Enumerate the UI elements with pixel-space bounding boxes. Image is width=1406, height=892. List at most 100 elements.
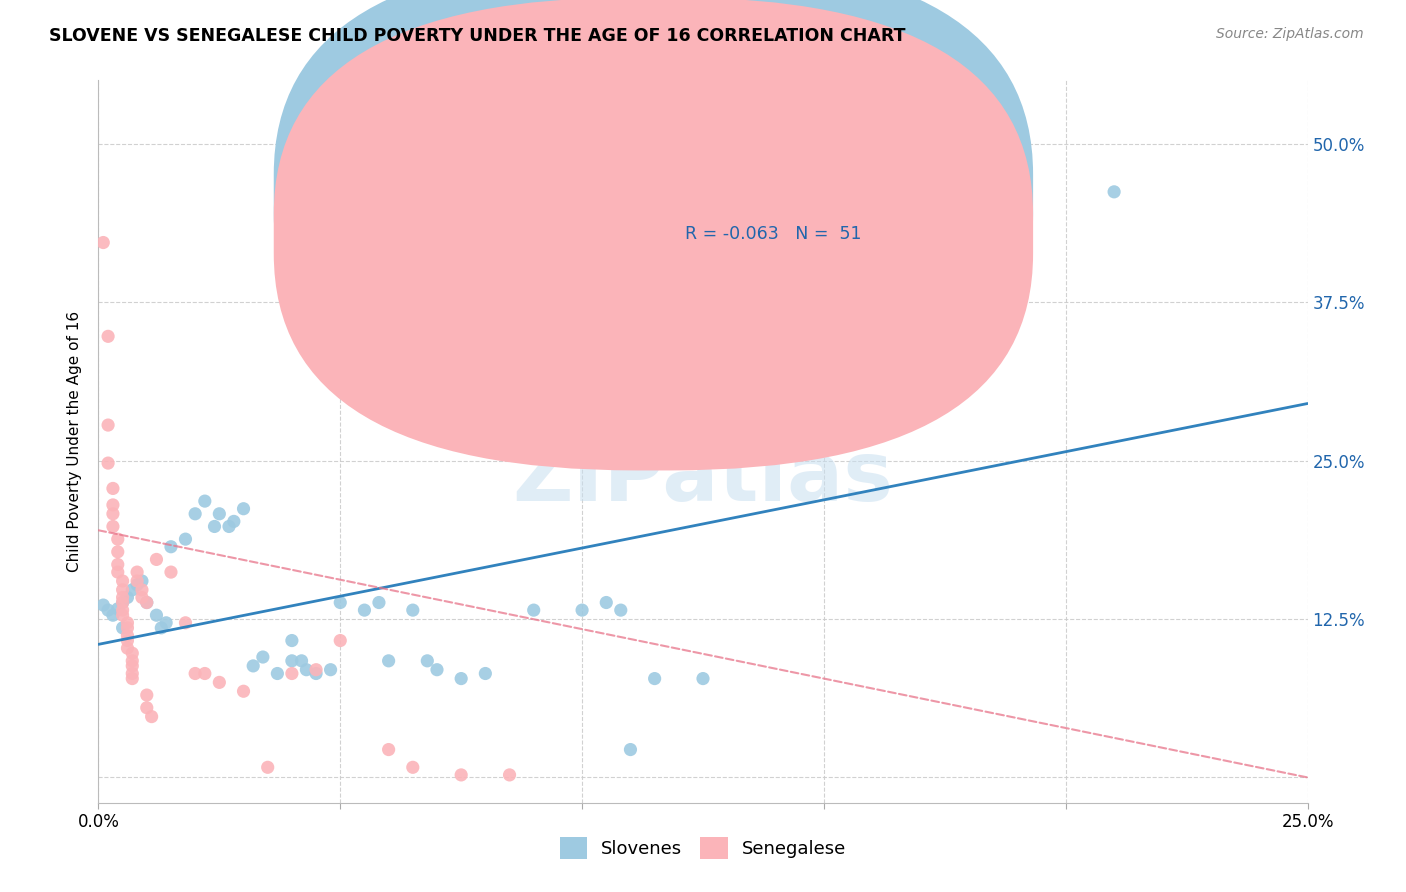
- Point: [305, 666, 328, 681]
- Point: [101, 519, 124, 533]
- Point: [97, 603, 120, 617]
- Point: [135, 595, 157, 609]
- Point: [295, 663, 318, 677]
- Point: [127, 565, 149, 579]
- Point: [91, 235, 114, 250]
- Point: [450, 768, 472, 782]
- Point: [131, 574, 153, 588]
- Point: [610, 603, 633, 617]
- Point: [111, 582, 134, 597]
- Point: [232, 684, 254, 698]
- Point: [97, 329, 120, 343]
- Point: [101, 507, 124, 521]
- Point: [107, 545, 129, 559]
- FancyBboxPatch shape: [619, 163, 957, 265]
- Point: [368, 595, 391, 609]
- Point: [97, 418, 120, 433]
- Point: [252, 650, 274, 665]
- Point: [155, 615, 177, 630]
- FancyBboxPatch shape: [274, 0, 1033, 470]
- Point: [242, 659, 264, 673]
- Point: [619, 742, 641, 756]
- Text: ZIPatlas: ZIPatlas: [513, 437, 893, 518]
- Point: [141, 709, 163, 723]
- Point: [121, 654, 143, 668]
- Point: [150, 621, 173, 635]
- Point: [135, 595, 157, 609]
- Point: [111, 603, 134, 617]
- Point: [107, 532, 129, 546]
- Point: [266, 666, 288, 681]
- Point: [117, 628, 139, 642]
- Point: [426, 663, 449, 677]
- Point: [290, 654, 312, 668]
- Point: [111, 595, 134, 609]
- Point: [121, 646, 143, 660]
- Point: [121, 582, 143, 597]
- Point: [145, 552, 167, 566]
- Point: [222, 515, 245, 529]
- Point: [107, 602, 129, 616]
- Point: [256, 760, 278, 774]
- Point: [377, 742, 399, 756]
- Point: [353, 603, 375, 617]
- Point: [160, 565, 183, 579]
- Point: [218, 519, 240, 533]
- Point: [135, 700, 157, 714]
- Point: [595, 595, 617, 609]
- Point: [644, 672, 666, 686]
- Text: R =   0.286   N = 50: R = 0.286 N = 50: [685, 185, 860, 203]
- Point: [319, 663, 342, 677]
- Point: [97, 456, 120, 470]
- Point: [127, 574, 149, 588]
- Point: [232, 501, 254, 516]
- Point: [305, 663, 328, 677]
- Point: [523, 603, 546, 617]
- Point: [281, 633, 304, 648]
- Point: [91, 598, 114, 612]
- Point: [111, 621, 134, 635]
- Point: [121, 659, 143, 673]
- Point: [860, 274, 883, 288]
- Point: [184, 507, 207, 521]
- Point: [107, 558, 129, 572]
- Point: [117, 633, 139, 648]
- Point: [131, 582, 153, 597]
- Point: [107, 565, 129, 579]
- Point: [692, 672, 714, 686]
- Y-axis label: Child Poverty Under the Age of 16: Child Poverty Under the Age of 16: [67, 311, 83, 572]
- Point: [571, 603, 593, 617]
- Point: [208, 507, 231, 521]
- Point: [208, 675, 231, 690]
- Point: [1102, 185, 1125, 199]
- Point: [101, 608, 124, 623]
- FancyBboxPatch shape: [274, 0, 1033, 431]
- Point: [402, 760, 425, 774]
- Point: [127, 578, 149, 592]
- Point: [474, 666, 496, 681]
- Point: [174, 532, 197, 546]
- Text: SLOVENE VS SENEGALESE CHILD POVERTY UNDER THE AGE OF 16 CORRELATION CHART: SLOVENE VS SENEGALESE CHILD POVERTY UNDE…: [49, 27, 905, 45]
- Point: [111, 608, 134, 623]
- Point: [450, 672, 472, 686]
- Point: [281, 666, 304, 681]
- Point: [498, 768, 520, 782]
- Point: [194, 666, 217, 681]
- Point: [174, 615, 197, 630]
- Point: [184, 666, 207, 681]
- Point: [117, 621, 139, 635]
- Point: [402, 603, 425, 617]
- Point: [117, 615, 139, 630]
- Point: [117, 591, 139, 605]
- Point: [281, 654, 304, 668]
- Point: [121, 666, 143, 681]
- Text: Source: ZipAtlas.com: Source: ZipAtlas.com: [1216, 27, 1364, 41]
- Point: [135, 688, 157, 702]
- Point: [329, 595, 352, 609]
- Point: [131, 591, 153, 605]
- Point: [101, 498, 124, 512]
- Point: [121, 672, 143, 686]
- Point: [111, 595, 134, 609]
- Point: [111, 574, 134, 588]
- Point: [101, 482, 124, 496]
